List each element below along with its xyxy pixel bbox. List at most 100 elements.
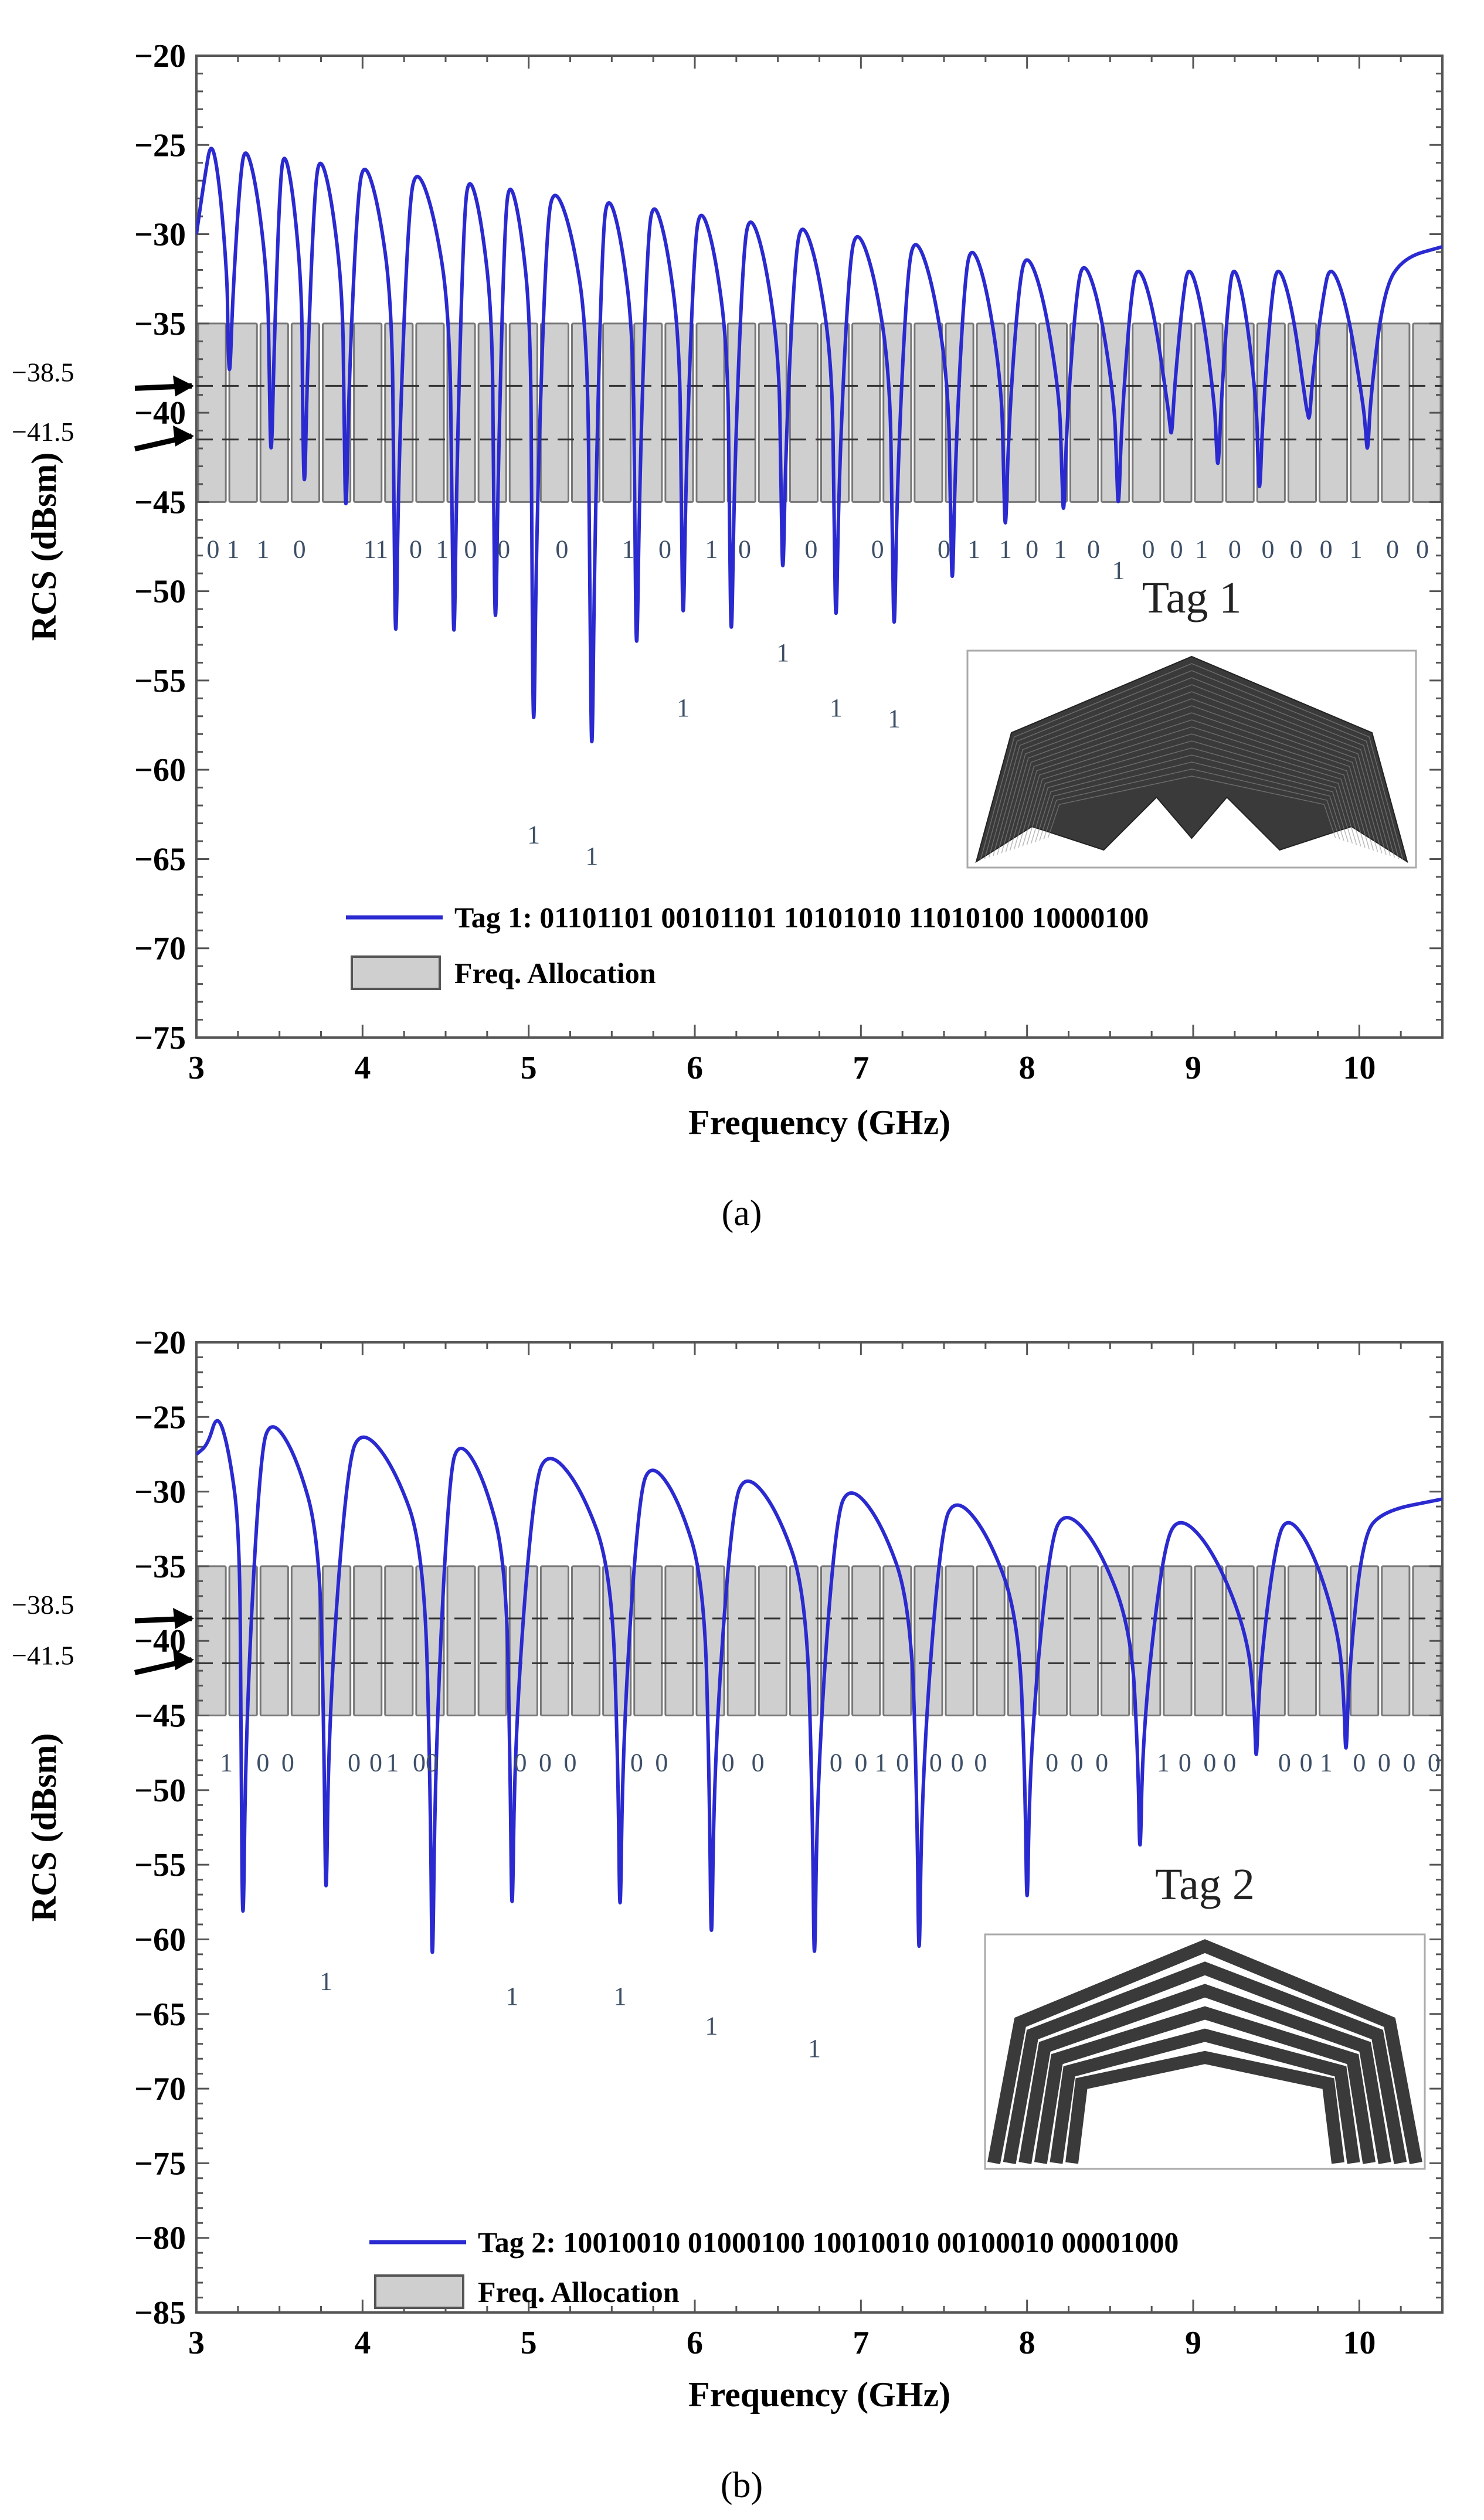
bit-one-label: 1 [320,1967,332,1995]
y-tick-label: −20 [134,1325,186,1361]
bit-label: 0 [1320,535,1333,563]
y-tick-label: −35 [134,1549,186,1585]
bit-label: 0 [348,1749,361,1777]
bit-label: 0 [738,535,751,563]
tag-1-trace [993,684,1391,856]
bit-label: 0 [409,535,422,563]
freq-allocation-bin [789,1565,819,1717]
threshold-label: −38.5 [12,1590,74,1620]
threshold-label: −41.5 [12,417,74,447]
tag-1-trace [1043,768,1340,839]
freq-allocation-bin [602,322,632,503]
panel-caption: (a) [722,1193,762,1233]
freq-allocation-bin [1038,1565,1068,1717]
x-tick-label: 7 [853,1050,869,1086]
x-tick-label: 6 [687,2325,703,2361]
bit-one-label: 1 [830,693,843,722]
bit-label: 1 [226,535,239,563]
bit-label: 0 [539,1749,552,1777]
bit-label: 0 [1179,1749,1191,1777]
legend-band-label: Freq. Allocation [478,2276,680,2308]
x-axis-label: Frequency (GHz) [688,2375,950,2414]
y-tick-label: −45 [134,484,186,521]
series-group [196,147,1442,743]
tag-2-ring [1065,2050,1344,2164]
freq-allocation-bin [1381,322,1411,503]
y-tick-label: −35 [134,306,186,342]
bit-label: 1 [1320,1749,1333,1777]
panel-caption: (b) [721,2465,763,2505]
tag-1-trace [1018,726,1366,848]
threshold-arrowhead [173,375,194,397]
freq-allocation-bin [353,1565,383,1717]
bit-label: 0 [293,535,306,563]
freq-allocation-bin [851,322,881,503]
bit-one-label: 1 [505,1982,518,2011]
bit-label: 0 [564,1749,577,1777]
y-tick-label: −25 [134,127,186,164]
freq-allocation-bin [664,1565,694,1717]
freq-allocation-bin [1319,322,1349,503]
bit-one-label: 1 [1112,556,1125,585]
inset-title: Tag 1 [1142,573,1242,623]
y-tick-label: −85 [134,2295,186,2331]
threshold-arrowhead [173,1608,194,1630]
freq-allocation-bin [1007,322,1037,503]
bit-label: 0 [804,535,817,563]
freq-allocation-bin [1132,322,1162,503]
y-tick-label: −75 [134,2145,186,2182]
bit-label: 0 [1223,1749,1236,1777]
bit-label: 0 [1142,535,1155,563]
x-tick-label: 3 [188,2325,205,2361]
bit-label: 0 [929,1749,942,1777]
threshold-arrowhead [173,1649,194,1671]
series-group [196,1419,1442,1954]
tag-1-trace [1005,705,1378,852]
bit-label: 0 [256,1749,269,1777]
legend-band-swatch [351,955,441,990]
tag-1-trace [1009,712,1374,851]
y-tick-label: −70 [134,2071,186,2107]
y-tick-label: −65 [134,841,186,878]
legend-series-label: Tag 2: 10010010 01000100 10010010 001000… [478,2226,1179,2259]
freq-allocation-bin [633,1565,663,1717]
bit-label: 0 [1416,535,1429,563]
y-tick-label: −65 [134,1997,186,2033]
freq-allocation-bin [446,1565,476,1717]
bit-label: 1 [622,535,635,563]
bit-label: 1 [1195,535,1208,563]
y-tick-label: −30 [134,1474,186,1511]
bit-label: 0 [1087,535,1100,563]
tag-1-trace [1035,754,1349,842]
tag-1-trace [1047,776,1336,838]
freq-allocation-bin [415,322,445,503]
bit-label: 0 [369,1749,382,1777]
freq-allocation-band [196,1565,1442,1717]
x-tick-label: 5 [521,1050,537,1086]
chart-panel-b: −20−25−30−35−40−45−50−55−60−65−70−75−80−… [12,1325,1444,2505]
y-tick-label: −40 [134,395,186,431]
x-tick-label: 7 [853,2325,869,2361]
y-axis-label: RCS (dBsm) [25,1733,63,1922]
freq-allocation-bin [384,1565,414,1717]
bit-one-label: 1 [677,693,690,722]
freq-allocation-bin [539,322,569,503]
x-tick-label: 6 [687,1050,703,1086]
bit-label: 0 [1071,1749,1084,1777]
freq-allocation-bin [789,322,819,503]
freq-allocation-bin [882,1565,912,1717]
y-tick-label: −55 [134,663,186,699]
bit-label: 0 [1428,1749,1441,1777]
freq-allocation-bin [945,322,974,503]
y-tick-label: −25 [134,1399,186,1436]
bit-label: 0 [1300,1749,1313,1777]
bit-label: 1 [220,1749,233,1777]
freq-allocation-bin [758,1565,787,1717]
bit-one-label: 1 [808,2034,821,2063]
bit-label: 0 [658,535,671,563]
x-tick-label: 8 [1019,1050,1035,1086]
freq-allocation-bin [1163,322,1193,503]
legend-band-swatch [374,2274,464,2309]
bit-label: 0 [974,1749,987,1777]
